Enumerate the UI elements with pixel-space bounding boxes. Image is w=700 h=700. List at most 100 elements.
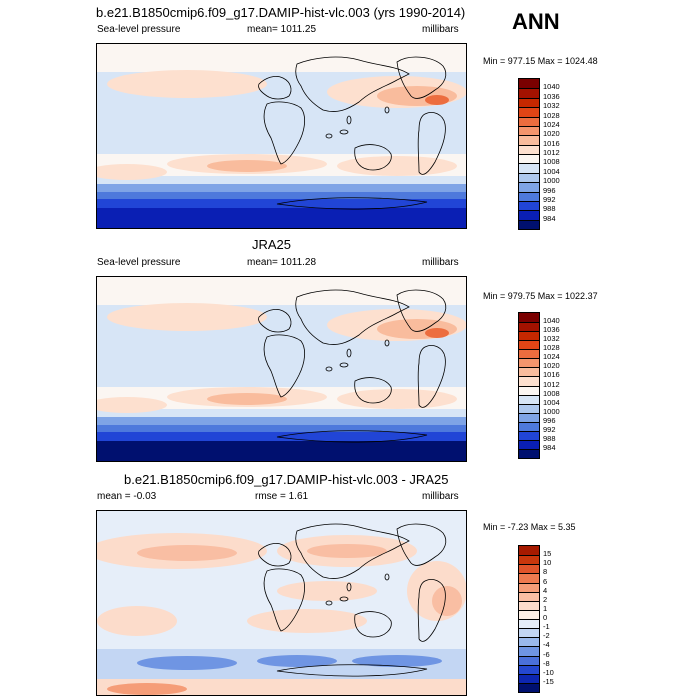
colorbar-swatch [519,88,539,98]
colorbar-swatch [519,331,539,341]
panel3-title: b.e21.B1850cmip6.f09_g17.DAMIP-hist-vlc.… [124,472,449,487]
colorbar-swatch [519,182,539,192]
colorbar-tick-label: 1020 [543,361,560,371]
colorbar-swatch [519,349,539,359]
colorbar-tick-label: -15 [543,676,554,686]
colorbar-swatch [519,163,539,173]
map-field [97,44,466,228]
colorbar-swatch [519,107,539,117]
colorbar-swatch [519,313,539,323]
colorbar-swatch [519,628,539,638]
colorbar-tick-label: 0 [543,613,548,622]
panel1-title: b.e21.B1850cmip6.f09_g17.DAMIP-hist-vlc.… [96,5,466,20]
colorbar-swatch [519,600,539,610]
colorbar-tick-label: 1004 [543,397,560,407]
panel3-colorbar [518,545,540,693]
colorbar-swatch [519,219,539,229]
colorbar-tick-label: 15 [543,549,552,559]
colorbar-swatch [519,430,539,440]
colorbar-tick-label: 992 [543,424,556,434]
colorbar-swatch [519,403,539,413]
panel1-units-label: millibars [422,24,459,35]
colorbar-swatch [519,385,539,395]
panel2-map [96,276,467,462]
colorbar-tick-label: -1 [543,622,550,632]
colorbar-tick-label: 2 [543,594,548,604]
panel2-variable-label: Sea-level pressure [97,257,181,268]
panel1-variable-label: Sea-level pressure [97,24,181,35]
panel3-mean-label: mean = -0.03 [97,491,157,502]
map-field [97,277,466,461]
colorbar-swatch [519,172,539,183]
colorbar-swatch [519,664,539,674]
colorbar-tick-label: 1008 [543,157,560,167]
colorbar-swatch [519,116,539,126]
panel1-map [96,43,467,229]
colorbar-swatch [519,655,539,665]
colorbar-swatch [519,573,539,583]
colorbar-swatch [519,154,539,164]
colorbar-swatch [519,564,539,574]
colorbar-tick-label: 988 [543,433,556,443]
colorbar-tick-label: 992 [543,194,556,204]
colorbar-tick-label: 1012 [543,148,560,157]
colorbar-tick-label: 10 [543,558,552,568]
colorbar-tick-label: 1040 [543,316,560,326]
colorbar-tick-label: 1012 [543,379,560,389]
panel2-units-label: millibars [422,257,459,268]
colorbar-tick-label: 996 [543,415,556,425]
colorbar-tick-label: -4 [543,640,550,650]
colorbar-tick-label: 4 [543,585,548,595]
panel2-colorbar [518,312,540,459]
colorbar-tick-label: 1032 [543,334,560,344]
colorbar-tick-label: 1036 [543,325,560,335]
colorbar-tick-label: 1028 [543,110,560,120]
colorbar-tick-label: 1024 [543,352,560,362]
colorbar-swatch [519,682,539,692]
panel2-mean-label: mean= 1011.28 [247,257,317,268]
colorbar-tick-label: 1036 [543,91,560,101]
colorbar-swatch [519,591,539,601]
colorbar-swatch [519,646,539,656]
colorbar-tick-label: 8 [543,567,548,577]
colorbar-tick-label: 984 [543,213,556,223]
colorbar-swatch [519,619,539,629]
colorbar-tick-label: -8 [543,658,550,668]
colorbar-tick-label: 1000 [543,176,560,186]
colorbar-tick-label: 1016 [543,138,560,148]
colorbar-swatch [519,144,539,154]
colorbar-swatch [519,376,539,386]
colorbar-swatch [519,609,539,619]
colorbar-tick-label: 6 [543,576,548,586]
panel3-rmse-label: rmse = 1.61 [255,491,309,502]
panel1-mean-label: mean= 1011.25 [247,24,317,35]
colorbar-tick-label: 1020 [543,129,560,139]
colorbar-tick-label: 1008 [543,388,560,398]
colorbar-tick-label: 1016 [543,370,560,380]
colorbar-swatch [519,79,539,89]
panel1-colorbar [518,78,540,230]
colorbar-swatch [519,582,539,592]
colorbar-tick-label: 1000 [543,406,560,416]
colorbar-swatch [519,421,539,431]
colorbar-swatch [519,448,539,458]
colorbar-tick-label: 1028 [543,343,560,353]
colorbar-tick-label: 984 [543,442,556,452]
colorbar-tick-label: 1024 [543,119,560,129]
colorbar-swatch [519,637,539,647]
colorbar-tick-label: -6 [543,649,550,659]
colorbar-swatch [519,546,539,556]
colorbar-swatch [519,367,539,377]
colorbar-tick-label: 1032 [543,101,560,111]
map-field [97,511,466,695]
panel3-minmax: Min = -7.23 Max = 5.35 [483,522,576,532]
panel2-minmax: Min = 979.75 Max = 1022.37 [483,291,598,301]
colorbar-tick-label: -2 [543,631,550,641]
colorbar-swatch [519,200,539,211]
colorbar-tick-label: 988 [543,204,556,214]
colorbar-swatch [519,191,539,201]
colorbar-swatch [519,358,539,368]
colorbar-tick-label: 1 [543,603,548,613]
colorbar-swatch [519,125,539,136]
season-label: ANN [512,9,560,34]
